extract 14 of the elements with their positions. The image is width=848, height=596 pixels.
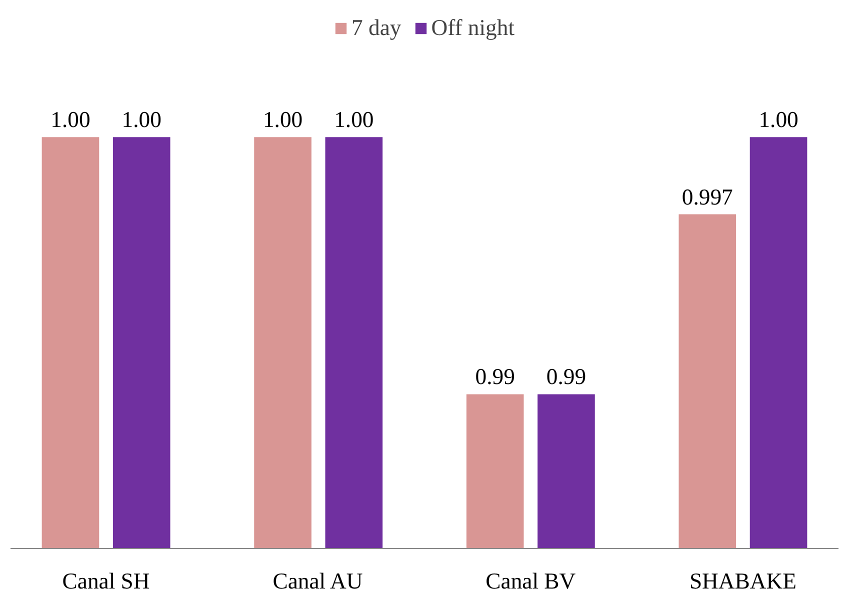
data-label: 1.00 [334,107,374,132]
data-label: 1.00 [262,107,303,132]
x-tick-label: SHABAKE [689,568,796,594]
data-label: 0.99 [546,364,586,390]
data-label: 1.00 [50,107,90,132]
data-label: 1.00 [122,107,162,132]
data-label: 0.997 [682,184,733,210]
x-tick-label: Canal BV [486,568,576,594]
data-label: 0.99 [475,364,515,390]
x-tick-label: Canal SH [62,568,150,594]
legend-label: 7 day [352,15,402,41]
x-tick-label: Canal AU [272,568,363,594]
data-label: 1.00 [758,107,798,132]
legend-label: Off night [431,15,514,41]
